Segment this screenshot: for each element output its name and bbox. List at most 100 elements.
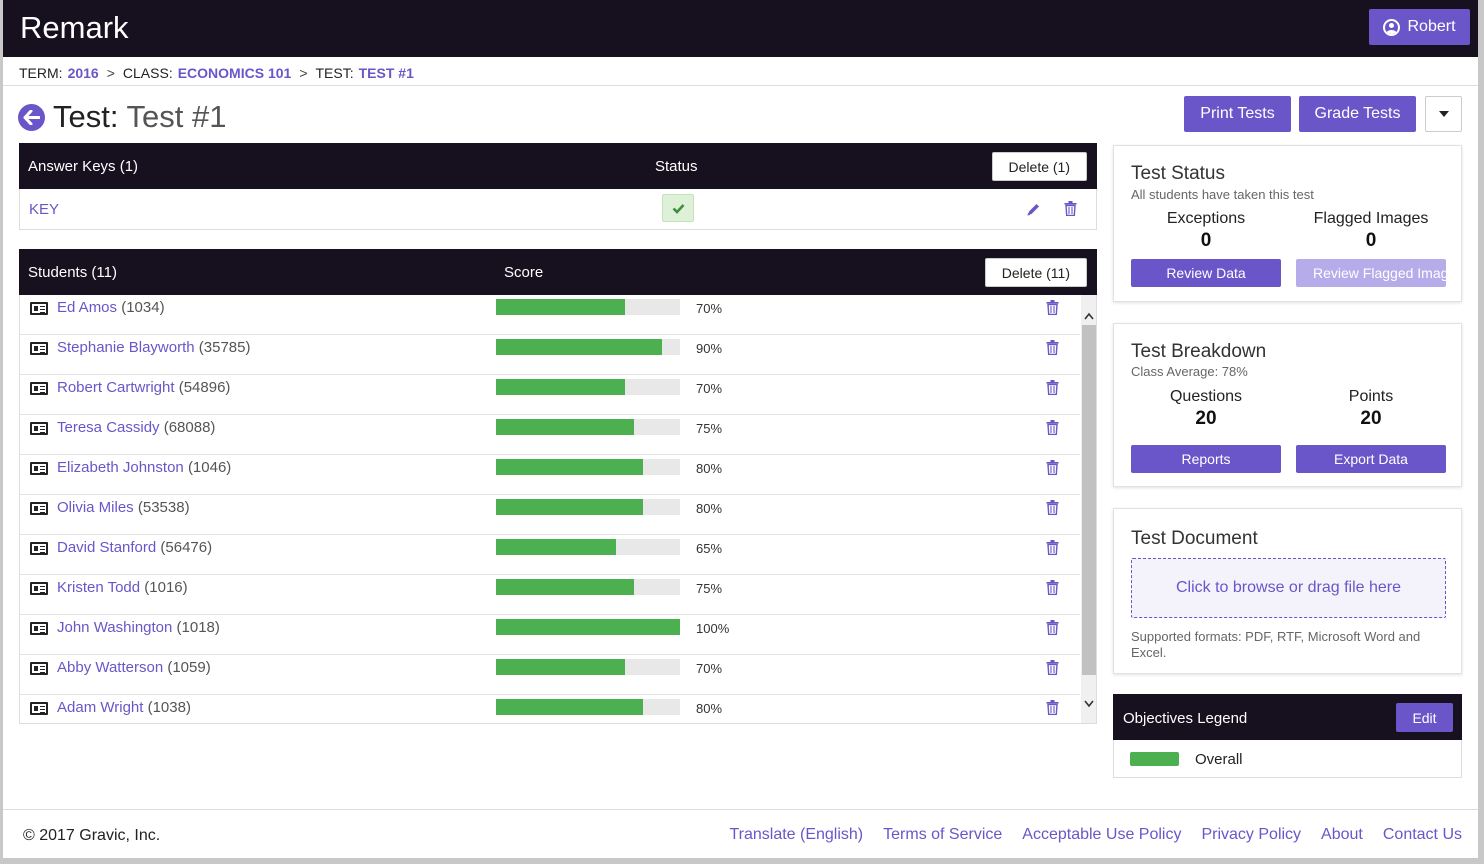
score-bar xyxy=(496,339,680,355)
student-row: John Washington (1018) 100% xyxy=(20,615,1080,655)
trash-icon[interactable] xyxy=(1046,620,1060,636)
review-data-button[interactable]: Review Data xyxy=(1131,259,1281,287)
student-name-link[interactable]: Elizabeth Johnston (1046) xyxy=(57,459,231,476)
student-name-link[interactable]: David Stanford (56476) xyxy=(57,539,212,556)
student-name[interactable]: Kristen Todd xyxy=(57,579,141,596)
more-actions-dropdown[interactable] xyxy=(1425,96,1462,132)
test-status-card: Test Status All students have taken this… xyxy=(1113,145,1462,302)
student-row: David Stanford (56476) 65% xyxy=(20,535,1080,575)
breadcrumb-term-label: TERM: xyxy=(19,65,63,81)
trash-icon[interactable] xyxy=(1046,460,1060,476)
student-row: Kristen Todd (1016) 75% xyxy=(20,575,1080,615)
scroll-up-icon[interactable] xyxy=(1084,307,1094,320)
user-menu-button[interactable]: Robert xyxy=(1369,9,1470,45)
app-title: Remark xyxy=(20,10,129,45)
score-percent: 100% xyxy=(696,621,730,636)
answer-key-link[interactable]: KEY xyxy=(29,201,60,218)
student-name-link[interactable]: Robert Cartwright (54896) xyxy=(57,379,230,396)
student-name[interactable]: John Washington xyxy=(57,619,173,636)
print-tests-button[interactable]: Print Tests xyxy=(1184,96,1291,132)
test-document-title: Test Document xyxy=(1131,528,1258,549)
footer-link-privacy[interactable]: Privacy Policy xyxy=(1201,826,1302,843)
review-flagged-images-button[interactable]: Review Flagged Imag xyxy=(1296,259,1446,287)
score-bar xyxy=(496,299,680,315)
trash-icon[interactable] xyxy=(1046,340,1060,356)
objectives-legend: Overall xyxy=(1113,740,1462,778)
points-label: Points xyxy=(1348,388,1394,405)
trash-icon[interactable] xyxy=(1063,201,1077,216)
score-percent: 75% xyxy=(696,581,723,596)
student-name-link[interactable]: Stephanie Blayworth (35785) xyxy=(57,339,250,356)
score-bar-fill xyxy=(496,459,644,475)
back-arrow-icon[interactable] xyxy=(18,103,45,131)
class-average: Class Average: 78% xyxy=(1131,364,1248,379)
student-name[interactable]: Elizabeth Johnston xyxy=(57,459,184,476)
file-dropzone[interactable]: Click to browse or drag file here xyxy=(1131,558,1446,618)
student-name-link[interactable]: Abby Watterson (1059) xyxy=(57,659,211,676)
students-list: Ed Amos (1034) 70% Stephanie Blayworth (35… xyxy=(19,295,1097,724)
breadcrumb-test-link[interactable]: TEST #1 xyxy=(358,65,414,81)
check-icon xyxy=(662,194,694,222)
copyright: © 2017 Gravic, Inc. xyxy=(23,827,161,844)
student-id: (53538) xyxy=(137,499,190,516)
student-name-link[interactable]: Kristen Todd (1016) xyxy=(57,579,188,596)
trash-icon[interactable] xyxy=(1046,700,1060,716)
trash-icon[interactable] xyxy=(1046,300,1060,316)
student-id: (1038) xyxy=(147,699,191,716)
trash-icon[interactable] xyxy=(1046,500,1060,516)
student-name-link[interactable]: John Washington (1018) xyxy=(57,619,220,636)
student-name-link[interactable]: Adam Wright (1038) xyxy=(57,699,191,716)
delete-keys-button[interactable]: Delete (1) xyxy=(991,152,1087,181)
footer-link-contact[interactable]: Contact Us xyxy=(1382,826,1462,843)
footer-link-acceptable-use[interactable]: Acceptable Use Policy xyxy=(1022,826,1182,843)
student-row: Ed Amos (1034) 70% xyxy=(20,295,1080,335)
breadcrumb-term-link[interactable]: 2016 xyxy=(67,65,99,81)
trash-icon[interactable] xyxy=(1046,580,1060,596)
student-name-link[interactable]: Teresa Cassidy (68088) xyxy=(57,419,215,436)
student-name[interactable]: Robert Cartwright xyxy=(57,379,175,396)
student-row: Olivia Miles (53538) 80% xyxy=(20,495,1080,535)
trash-icon[interactable] xyxy=(1046,420,1060,436)
student-id: (1059) xyxy=(167,659,211,676)
footer-link-terms[interactable]: Terms of Service xyxy=(883,826,1003,843)
score-bar-fill xyxy=(496,299,625,315)
student-name[interactable]: Teresa Cassidy xyxy=(57,419,160,436)
score-column-header: Score xyxy=(504,264,544,281)
student-name-link[interactable]: Ed Amos (1034) xyxy=(57,299,165,316)
edit-objectives-button[interactable]: Edit xyxy=(1396,703,1453,732)
footer-divider xyxy=(3,809,1478,810)
test-status-title: Test Status xyxy=(1131,163,1225,184)
export-data-button[interactable]: Export Data xyxy=(1296,445,1446,473)
scroll-down-icon[interactable] xyxy=(1084,695,1094,708)
footer-link-translate[interactable]: Translate (English) xyxy=(729,826,864,843)
student-name[interactable]: Abby Watterson xyxy=(57,659,164,676)
student-id: (56476) xyxy=(160,539,213,556)
scrollbar-thumb[interactable] xyxy=(1082,325,1096,675)
student-name[interactable]: David Stanford xyxy=(57,539,157,556)
score-bar-fill xyxy=(496,419,634,435)
trash-icon[interactable] xyxy=(1046,540,1060,556)
footer-link-about[interactable]: About xyxy=(1321,826,1363,843)
scrollbar[interactable] xyxy=(1081,295,1096,723)
student-name[interactable]: Stephanie Blayworth xyxy=(57,339,195,356)
pencil-icon[interactable] xyxy=(1025,201,1041,217)
reports-button[interactable]: Reports xyxy=(1131,445,1281,473)
score-bar-fill xyxy=(496,539,616,555)
student-name[interactable]: Olivia Miles xyxy=(57,499,134,516)
student-name-link[interactable]: Olivia Miles (53538) xyxy=(57,499,190,516)
score-bar-fill xyxy=(496,339,662,355)
student-name[interactable]: Adam Wright xyxy=(57,699,144,716)
student-name[interactable]: Ed Amos xyxy=(57,299,118,316)
flagged-images-value: 0 xyxy=(1365,230,1377,251)
student-row: Adam Wright (1038) 80% xyxy=(20,695,1080,723)
breadcrumb-class-link[interactable]: ECONOMICS 101 xyxy=(177,65,292,81)
page-title: Test: Test #1 xyxy=(53,99,226,135)
id-card-icon xyxy=(30,342,48,355)
grade-tests-button[interactable]: Grade Tests xyxy=(1299,96,1416,132)
trash-icon[interactable] xyxy=(1046,660,1060,676)
delete-students-button[interactable]: Delete (11) xyxy=(984,258,1087,287)
score-bar xyxy=(496,379,680,395)
trash-icon[interactable] xyxy=(1046,380,1060,396)
score-percent: 80% xyxy=(696,461,723,476)
id-card-icon xyxy=(30,502,48,515)
